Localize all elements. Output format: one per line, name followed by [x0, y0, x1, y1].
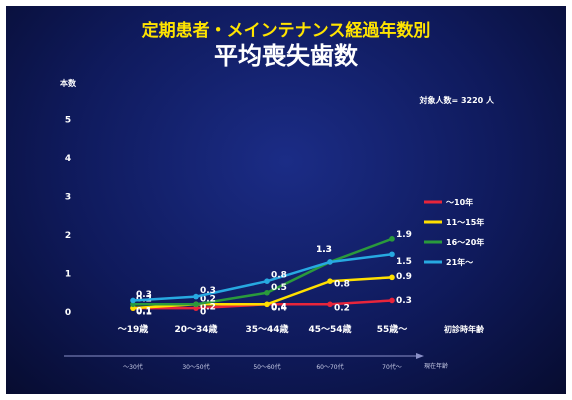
x-tick-label: 55歳〜	[377, 323, 408, 335]
x-tick-label: 20〜34歳	[174, 323, 217, 335]
data-point	[327, 259, 333, 265]
series-line	[133, 237, 393, 306]
data-label: 0.2	[334, 304, 350, 314]
data-point	[327, 278, 333, 285]
data-point	[389, 297, 395, 304]
data-point	[327, 301, 333, 308]
data-label: 0.8	[271, 271, 287, 281]
data-label: 0.3	[396, 296, 412, 306]
legend-label: 21年〜	[446, 257, 473, 267]
chart-title: 定期患者・メインテナンス経過年数別	[142, 20, 431, 41]
bottom-axis-title: 現在年齢	[424, 362, 448, 370]
legend-label: 〜10年	[446, 197, 473, 207]
series-group: 0.2 0.20.51.31.9	[130, 230, 412, 308]
data-label: 1.3	[316, 245, 332, 255]
y-tick-label: 4	[65, 154, 71, 164]
bottom-axis-arrow	[416, 353, 424, 359]
data-label: 0.1	[136, 307, 152, 317]
sample-size-note: 対象人数= 3220 人	[418, 95, 495, 105]
y-ticks: 0 1 2 3 4 5	[65, 116, 71, 319]
y-axis-title: 本数	[59, 78, 77, 88]
chart-subtitle: 平均喪失歯数	[214, 42, 359, 70]
data-point	[130, 305, 136, 311]
data-point	[193, 301, 199, 308]
line-chart: 定期患者・メインテナンス経過年数別 平均喪失歯数 本数 対象人数= 3220 人…	[59, 20, 495, 371]
data-label: 1.9	[396, 230, 412, 240]
data-point	[130, 301, 136, 308]
data-label: 0.4	[271, 304, 287, 314]
x-tick-label: 35〜44歳	[245, 323, 288, 335]
bottom-tick-label: 〜30代	[123, 363, 143, 371]
data-point	[193, 305, 199, 311]
data-label: 0.1	[136, 307, 152, 317]
data-label: 0.5	[271, 283, 287, 293]
series-layer: 0.1 0 0.4 0.20.30.1 0.2 0.40.80.90.2 0.20.51.3…	[130, 230, 412, 317]
data-point	[389, 236, 395, 242]
data-label: 0.2	[200, 295, 216, 305]
y-tick-label: 1	[65, 270, 71, 280]
data-label: 0.8	[334, 280, 350, 290]
y-tick-label: 5	[65, 116, 71, 126]
x-tick-label: 〜19歳	[118, 323, 149, 335]
bottom-tick-label: 50〜60代	[253, 363, 280, 371]
data-point	[264, 289, 270, 296]
data-label: 0.3	[200, 286, 216, 296]
series-group: 0.1 0.2 0.4 0.8 0.9	[130, 272, 412, 317]
series-group: 0.3 0.3 0.8 1.3 1.5	[130, 245, 412, 304]
y-tick-label: 2	[65, 231, 71, 241]
bottom-ticks: 〜30代 30〜50代 50〜60代 60〜70代 70代〜	[123, 363, 402, 371]
bottom-tick-label: 70代〜	[382, 363, 402, 371]
data-point	[130, 297, 136, 304]
data-point	[264, 301, 270, 308]
data-point	[389, 274, 395, 281]
chart-slide: 定期患者・メインテナンス経過年数別 平均喪失歯数 本数 対象人数= 3220 人…	[6, 6, 566, 394]
bottom-tick-label: 30〜50代	[182, 363, 209, 371]
y-tick-label: 0	[65, 308, 71, 318]
data-label: 0.3	[136, 290, 152, 300]
bottom-tick-label: 60〜70代	[316, 363, 343, 371]
y-tick-label: 3	[65, 193, 71, 203]
data-label: 0.2	[200, 303, 216, 313]
data-point	[193, 293, 199, 300]
data-label: 0.9	[396, 272, 412, 282]
legend-label: 11〜15年	[446, 217, 484, 227]
data-point	[264, 278, 270, 285]
x-tick-label: 45〜54歳	[308, 323, 351, 335]
x-ticks: 〜19歳 20〜34歳 35〜44歳 45〜54歳 55歳〜	[118, 323, 408, 335]
data-label: 0.4	[271, 303, 287, 313]
data-label: 1.3	[316, 245, 332, 255]
data-point	[389, 251, 395, 258]
x-axis-title: 初診時年齢	[444, 324, 485, 334]
data-label: 0	[200, 307, 206, 317]
legend: 〜10年 11〜15年 16〜20年 21年〜	[424, 197, 484, 267]
data-label: 1.5	[396, 257, 412, 267]
legend-label: 16〜20年	[446, 237, 484, 247]
